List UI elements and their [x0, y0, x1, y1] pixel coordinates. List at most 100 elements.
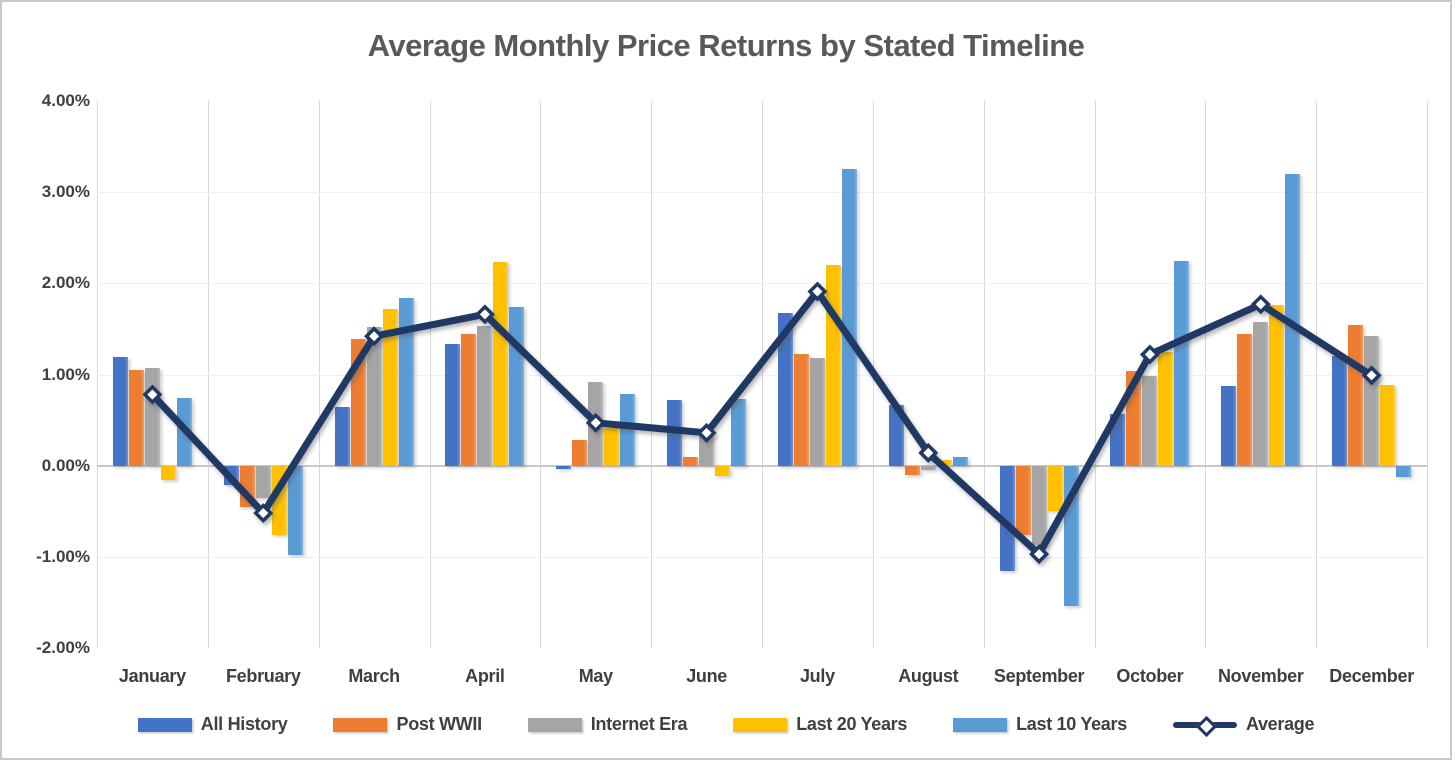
bar-last-20-years-january [160, 465, 176, 481]
bar-all-history-october [1110, 413, 1126, 466]
plot-area [97, 101, 1428, 648]
bar-all-history-may [556, 465, 572, 470]
bar-last-20-years-november [1269, 305, 1285, 466]
average-marker-february [253, 503, 274, 524]
average-marker-january [142, 384, 163, 405]
bar-all-history-september [999, 465, 1015, 572]
average-marker-september [1029, 544, 1050, 565]
zero-axis-line [97, 464, 1427, 467]
average-marker-july [807, 281, 828, 302]
legend-swatch-all-history [137, 717, 192, 732]
vertical-gridline [1427, 101, 1428, 648]
legend-item-last-10-years: Last 10 Years [953, 714, 1127, 735]
bar-internet-era-june [699, 433, 715, 466]
horizontal-gridline [97, 283, 1427, 285]
legend-item-last-20-years: Last 20 Years [733, 714, 907, 735]
legend-label: All History [200, 714, 288, 734]
bar-all-history-march [334, 407, 350, 466]
legend-swatch-internet-era [527, 717, 582, 732]
x-tick-label-march: March [348, 666, 400, 686]
average-marker-november [1250, 294, 1271, 315]
bar-post-wwii-august [904, 465, 920, 475]
x-tick-label-april: April [465, 666, 505, 686]
legend-item-average: Average [1172, 714, 1315, 737]
legend-swatch-last-10-years [953, 717, 1008, 732]
legend-swatch-last-20-years [733, 717, 788, 732]
bar-last-10-years-august [952, 456, 968, 466]
average-marker-october [1139, 344, 1160, 365]
legend-item-post-wwii: Post WWII [333, 714, 482, 735]
bar-last-20-years-september [1047, 465, 1063, 512]
x-tick-label-december: December [1329, 666, 1414, 686]
average-marker-june [696, 422, 717, 443]
bar-all-history-january [112, 357, 128, 466]
legend-label: Post WWII [396, 714, 482, 734]
bar-all-history-december [1332, 356, 1348, 466]
y-tick-label: 0.00% [41, 455, 90, 475]
x-tick-label-october: October [1116, 666, 1184, 686]
bar-last-20-years-december [1380, 384, 1396, 466]
bar-all-history-november [1221, 386, 1237, 466]
legend-label: Last 20 Years [796, 714, 908, 734]
bar-internet-era-april [477, 326, 493, 466]
bar-last-10-years-december [1396, 465, 1412, 477]
x-tick-label-august: August [898, 666, 959, 686]
bar-last-20-years-march [382, 308, 398, 466]
bar-last-10-years-june [731, 399, 747, 466]
average-marker-august [918, 442, 939, 463]
average-line-layer [142, 281, 1382, 565]
x-tick-label-september: September [993, 666, 1085, 686]
bar-all-history-april [445, 344, 461, 466]
bar-post-wwii-may [572, 440, 588, 466]
bar-internet-era-august [920, 465, 936, 471]
bar-all-history-august [888, 404, 904, 466]
y-tick-label: -2.00% [36, 638, 90, 657]
bar-last-10-years-february [287, 465, 303, 555]
bar-last-20-years-april [493, 262, 509, 466]
horizontal-gridline [97, 374, 1427, 376]
legend-label: Internet Era [590, 714, 688, 734]
average-marker-may [585, 412, 606, 433]
legend-label: Average [1245, 714, 1315, 734]
average-marker-april [474, 304, 495, 325]
x-tick-label-november: November [1217, 666, 1304, 686]
x-tick-label-may: May [578, 666, 613, 686]
x-tick-label-july: July [799, 666, 835, 686]
bar-internet-era-september [1031, 465, 1047, 545]
legend-diamond-marker-icon [1195, 715, 1218, 737]
bar-last-10-years-july [841, 168, 857, 466]
bar-internet-era-july [809, 358, 825, 466]
bar-post-wwii-september [1015, 465, 1031, 535]
x-tick-label-june: June [686, 666, 727, 686]
bar-last-20-years-october [1158, 351, 1174, 466]
bar-internet-era-march [366, 327, 382, 466]
x-tick-label-february: February [225, 666, 301, 686]
legend-item-all-history: All History [137, 714, 288, 735]
bar-last-10-years-october [1174, 260, 1190, 466]
bar-internet-era-november [1253, 321, 1269, 466]
bar-post-wwii-november [1237, 334, 1253, 466]
bar-all-history-july [777, 313, 793, 466]
average-line [148, 288, 1376, 558]
legend-swatch-post-wwii [333, 717, 388, 732]
y-tick-label: 1.00% [41, 364, 90, 384]
horizontal-gridline [97, 556, 1427, 558]
legend-label: Last 10 Years [1016, 714, 1127, 734]
y-tick-label: -1.00% [36, 546, 90, 566]
bar-internet-era-february [255, 465, 271, 498]
x-tick-label-january: January [118, 666, 186, 686]
bar-post-wwii-july [793, 353, 809, 466]
y-tick-label: 3.00% [41, 182, 90, 202]
legend: All History Post WWII Internet Era Last 20 … [2, 714, 1450, 737]
legend-swatch-average [1172, 715, 1237, 737]
bar-last-10-years-november [1285, 173, 1301, 466]
bar-post-wwii-april [461, 333, 477, 466]
y-tick-label: 4.00% [41, 91, 90, 110]
bar-last-20-years-may [604, 428, 620, 466]
bar-last-10-years-may [620, 393, 636, 466]
y-tick-label: 2.00% [41, 273, 90, 293]
bar-last-20-years-june [715, 465, 731, 476]
bar-last-10-years-march [398, 297, 414, 466]
chart-title: Average Monthly Price Returns by Stated … [367, 28, 1085, 63]
